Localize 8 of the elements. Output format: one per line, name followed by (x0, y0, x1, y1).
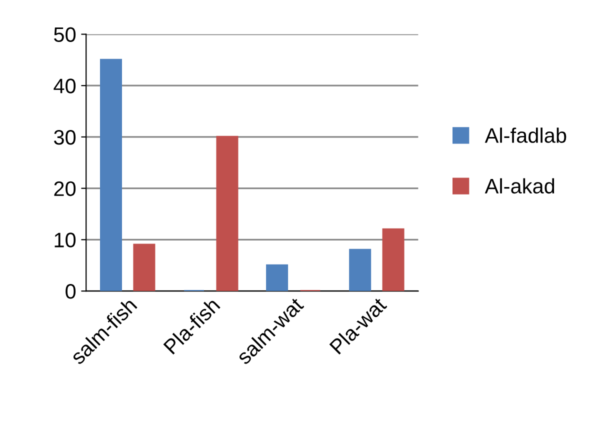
legend-label: Al-fadlab (484, 128, 566, 143)
y-tick-label: 10 (54, 232, 76, 248)
y-tick-label: 40 (54, 78, 76, 94)
legend-label: Al-akad (484, 178, 554, 194)
y-tick-label: 50 (54, 27, 76, 42)
y-tick-label: 20 (54, 181, 76, 196)
y-tick-label: 30 (54, 130, 76, 145)
y-tick-label: 0 (66, 284, 76, 299)
